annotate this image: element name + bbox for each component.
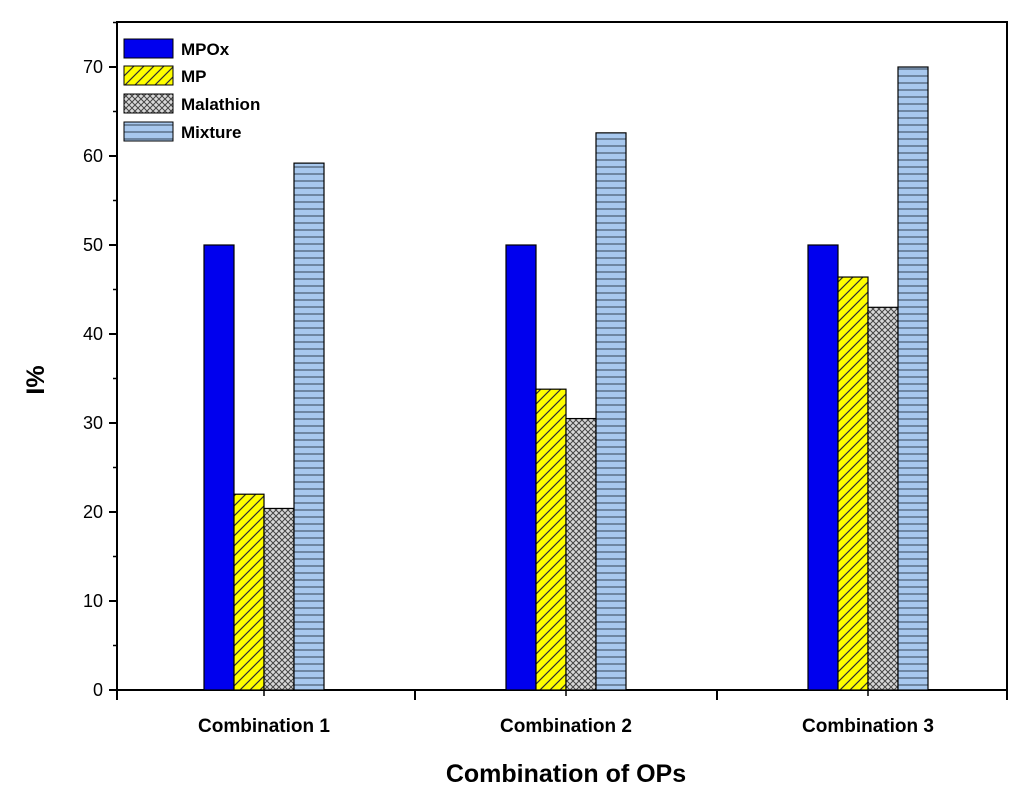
y-axis: 0 10 20 30 40 50 60 70	[83, 21, 117, 700]
legend-label-malathion: Malathion	[181, 95, 260, 114]
bar-mp-3	[837, 276, 869, 691]
y-tick-label-40: 40	[83, 324, 103, 344]
x-tick-label-1: Combination 1	[198, 716, 330, 737]
x-axis: Combination 1 Combination 2 Combination 3	[116, 690, 1008, 737]
bar-mpox-3	[807, 244, 839, 691]
bar-mpox-1	[203, 244, 235, 691]
bar-malathion-1	[263, 507, 295, 691]
bar-mixture-2	[595, 132, 627, 691]
legend-swatch-mp	[123, 65, 174, 86]
legend: MPOx MP Malathion Mixture	[123, 38, 260, 142]
legend-label-mpox: MPOx	[181, 40, 230, 59]
y-tick-label-0: 0	[93, 680, 103, 700]
y-tick-label-70: 70	[83, 57, 103, 77]
legend-swatch-mixture	[123, 121, 174, 142]
bar-mixture-3	[897, 66, 929, 691]
x-tick-label-3: Combination 3	[802, 716, 934, 737]
bar-mp-2	[535, 388, 567, 691]
x-axis-title: Combination of OPs	[446, 760, 686, 788]
x-tick-label-2: Combination 2	[500, 716, 632, 737]
bar-malathion-3	[867, 306, 899, 691]
y-tick-label-30: 30	[83, 413, 103, 433]
bar-mixture-1	[293, 162, 325, 691]
legend-label-mp: MP	[181, 67, 207, 86]
y-tick-label-60: 60	[83, 146, 103, 166]
y-tick-label-20: 20	[83, 502, 103, 522]
y-tick-label-10: 10	[83, 591, 103, 611]
bar-mpox-2	[505, 244, 537, 691]
legend-label-mixture: Mixture	[181, 123, 241, 142]
bar-mp-1	[233, 493, 265, 691]
bar-malathion-2	[565, 417, 597, 691]
y-tick-label-50: 50	[83, 235, 103, 255]
bars-group	[203, 66, 929, 691]
legend-swatch-malathion	[123, 93, 174, 114]
legend-swatch-mpox	[123, 38, 174, 59]
y-axis-title: I%	[22, 365, 50, 394]
